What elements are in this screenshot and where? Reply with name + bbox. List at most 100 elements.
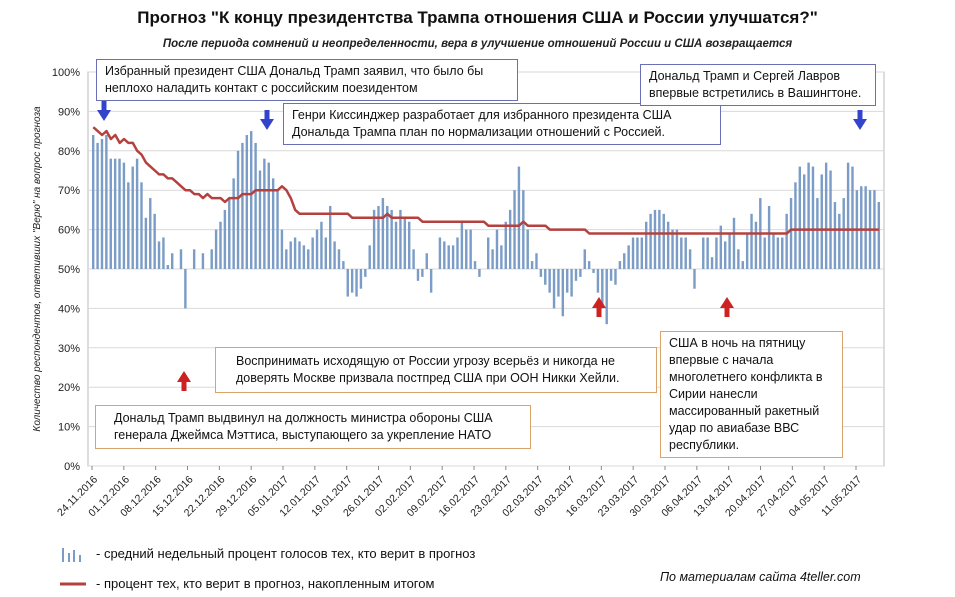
bar bbox=[171, 253, 174, 269]
bar bbox=[153, 213, 156, 269]
bar bbox=[539, 269, 543, 277]
bar bbox=[816, 198, 819, 269]
bar bbox=[416, 269, 420, 281]
y-tick-label: 30% bbox=[58, 343, 80, 355]
bar bbox=[421, 269, 424, 277]
bar bbox=[500, 245, 503, 269]
annotation-syria-strike: США в ночь на пятницу впервые с начала м… bbox=[660, 331, 843, 458]
bar bbox=[140, 182, 143, 269]
bar bbox=[807, 162, 810, 269]
bar bbox=[149, 198, 152, 269]
bar bbox=[640, 237, 644, 269]
red-arrow-icon-shaft bbox=[181, 382, 187, 391]
bar bbox=[228, 198, 231, 269]
bar bbox=[179, 249, 183, 269]
bar bbox=[487, 237, 490, 269]
bar bbox=[693, 269, 696, 289]
y-tick-label: 0% bbox=[64, 461, 80, 473]
bar bbox=[530, 261, 534, 269]
bar bbox=[754, 221, 758, 269]
annotation-mattis: Дональд Трамп выдвинул на должность мини… bbox=[95, 405, 531, 449]
bar bbox=[96, 142, 99, 269]
y-axis-label: Количество респондентов, ответивших "Вер… bbox=[32, 106, 43, 432]
bar bbox=[324, 237, 328, 269]
bar bbox=[763, 237, 766, 269]
bar bbox=[302, 245, 306, 269]
red-arrow-icon-shaft bbox=[596, 308, 602, 317]
bar bbox=[443, 241, 446, 269]
bar bbox=[285, 249, 288, 269]
bar bbox=[566, 269, 569, 293]
bar bbox=[210, 249, 213, 269]
bar bbox=[811, 166, 815, 269]
bar bbox=[223, 209, 227, 269]
bar bbox=[544, 269, 547, 285]
line-legend-icon bbox=[60, 582, 86, 586]
bar bbox=[508, 209, 512, 269]
bar bbox=[214, 229, 218, 269]
y-tick-label: 20% bbox=[58, 382, 80, 394]
bar bbox=[724, 241, 727, 269]
source-credit: По материалам сайта 4teller.com bbox=[660, 570, 861, 584]
bar bbox=[671, 229, 674, 269]
cumulative-line bbox=[92, 126, 879, 235]
bar bbox=[447, 245, 450, 269]
bar bbox=[100, 138, 104, 269]
bar bbox=[368, 245, 371, 269]
bar bbox=[548, 269, 551, 293]
bar bbox=[579, 269, 582, 277]
bar bbox=[166, 265, 170, 269]
chart-subtitle: После периода сомнений и неопределенност… bbox=[162, 38, 793, 50]
y-tick-label: 70% bbox=[58, 185, 80, 197]
bar bbox=[451, 245, 455, 269]
bar bbox=[609, 269, 613, 281]
bar bbox=[337, 249, 341, 269]
bar bbox=[570, 269, 573, 297]
bar bbox=[429, 269, 433, 293]
bar bbox=[245, 135, 249, 269]
red-arrow-icon bbox=[720, 297, 734, 308]
bar bbox=[346, 269, 349, 297]
blue-arrow-icon bbox=[853, 119, 867, 130]
bar bbox=[399, 209, 402, 269]
bar bbox=[359, 269, 363, 289]
bar bbox=[623, 253, 626, 269]
bar bbox=[653, 209, 657, 269]
blue-arrow-icon-shaft bbox=[857, 110, 863, 119]
bar bbox=[350, 269, 354, 293]
bar bbox=[741, 261, 744, 269]
bar bbox=[258, 170, 262, 269]
bar bbox=[113, 158, 117, 269]
bar bbox=[587, 261, 591, 269]
bar bbox=[329, 205, 332, 269]
bar bbox=[728, 233, 731, 269]
bar bbox=[517, 166, 521, 269]
bar bbox=[851, 166, 854, 269]
bar bbox=[92, 135, 95, 269]
bar bbox=[596, 269, 600, 293]
bar bbox=[592, 269, 595, 273]
annotation-trump-lavrov: Дональд Трамп и Сергей Лавров впервые вс… bbox=[640, 64, 876, 106]
bar bbox=[846, 162, 850, 269]
red-arrow-icon bbox=[177, 371, 191, 382]
annotation-trump-contact: Избранный президент США Дональд Трамп за… bbox=[96, 59, 518, 101]
bar bbox=[394, 221, 398, 269]
bar bbox=[798, 166, 802, 269]
bar bbox=[781, 237, 784, 269]
bar bbox=[232, 178, 235, 269]
bar bbox=[280, 229, 284, 269]
bar bbox=[557, 269, 560, 297]
bar bbox=[469, 229, 472, 269]
bar bbox=[412, 249, 415, 269]
bar bbox=[715, 237, 718, 269]
bar bbox=[820, 174, 823, 269]
blue-arrow-icon bbox=[97, 110, 111, 121]
bar bbox=[601, 269, 604, 309]
bars-legend-icon bbox=[62, 548, 81, 562]
bar bbox=[320, 221, 323, 269]
bar bbox=[355, 269, 358, 297]
bar bbox=[491, 249, 494, 269]
bar bbox=[583, 249, 586, 269]
bar bbox=[144, 217, 148, 269]
